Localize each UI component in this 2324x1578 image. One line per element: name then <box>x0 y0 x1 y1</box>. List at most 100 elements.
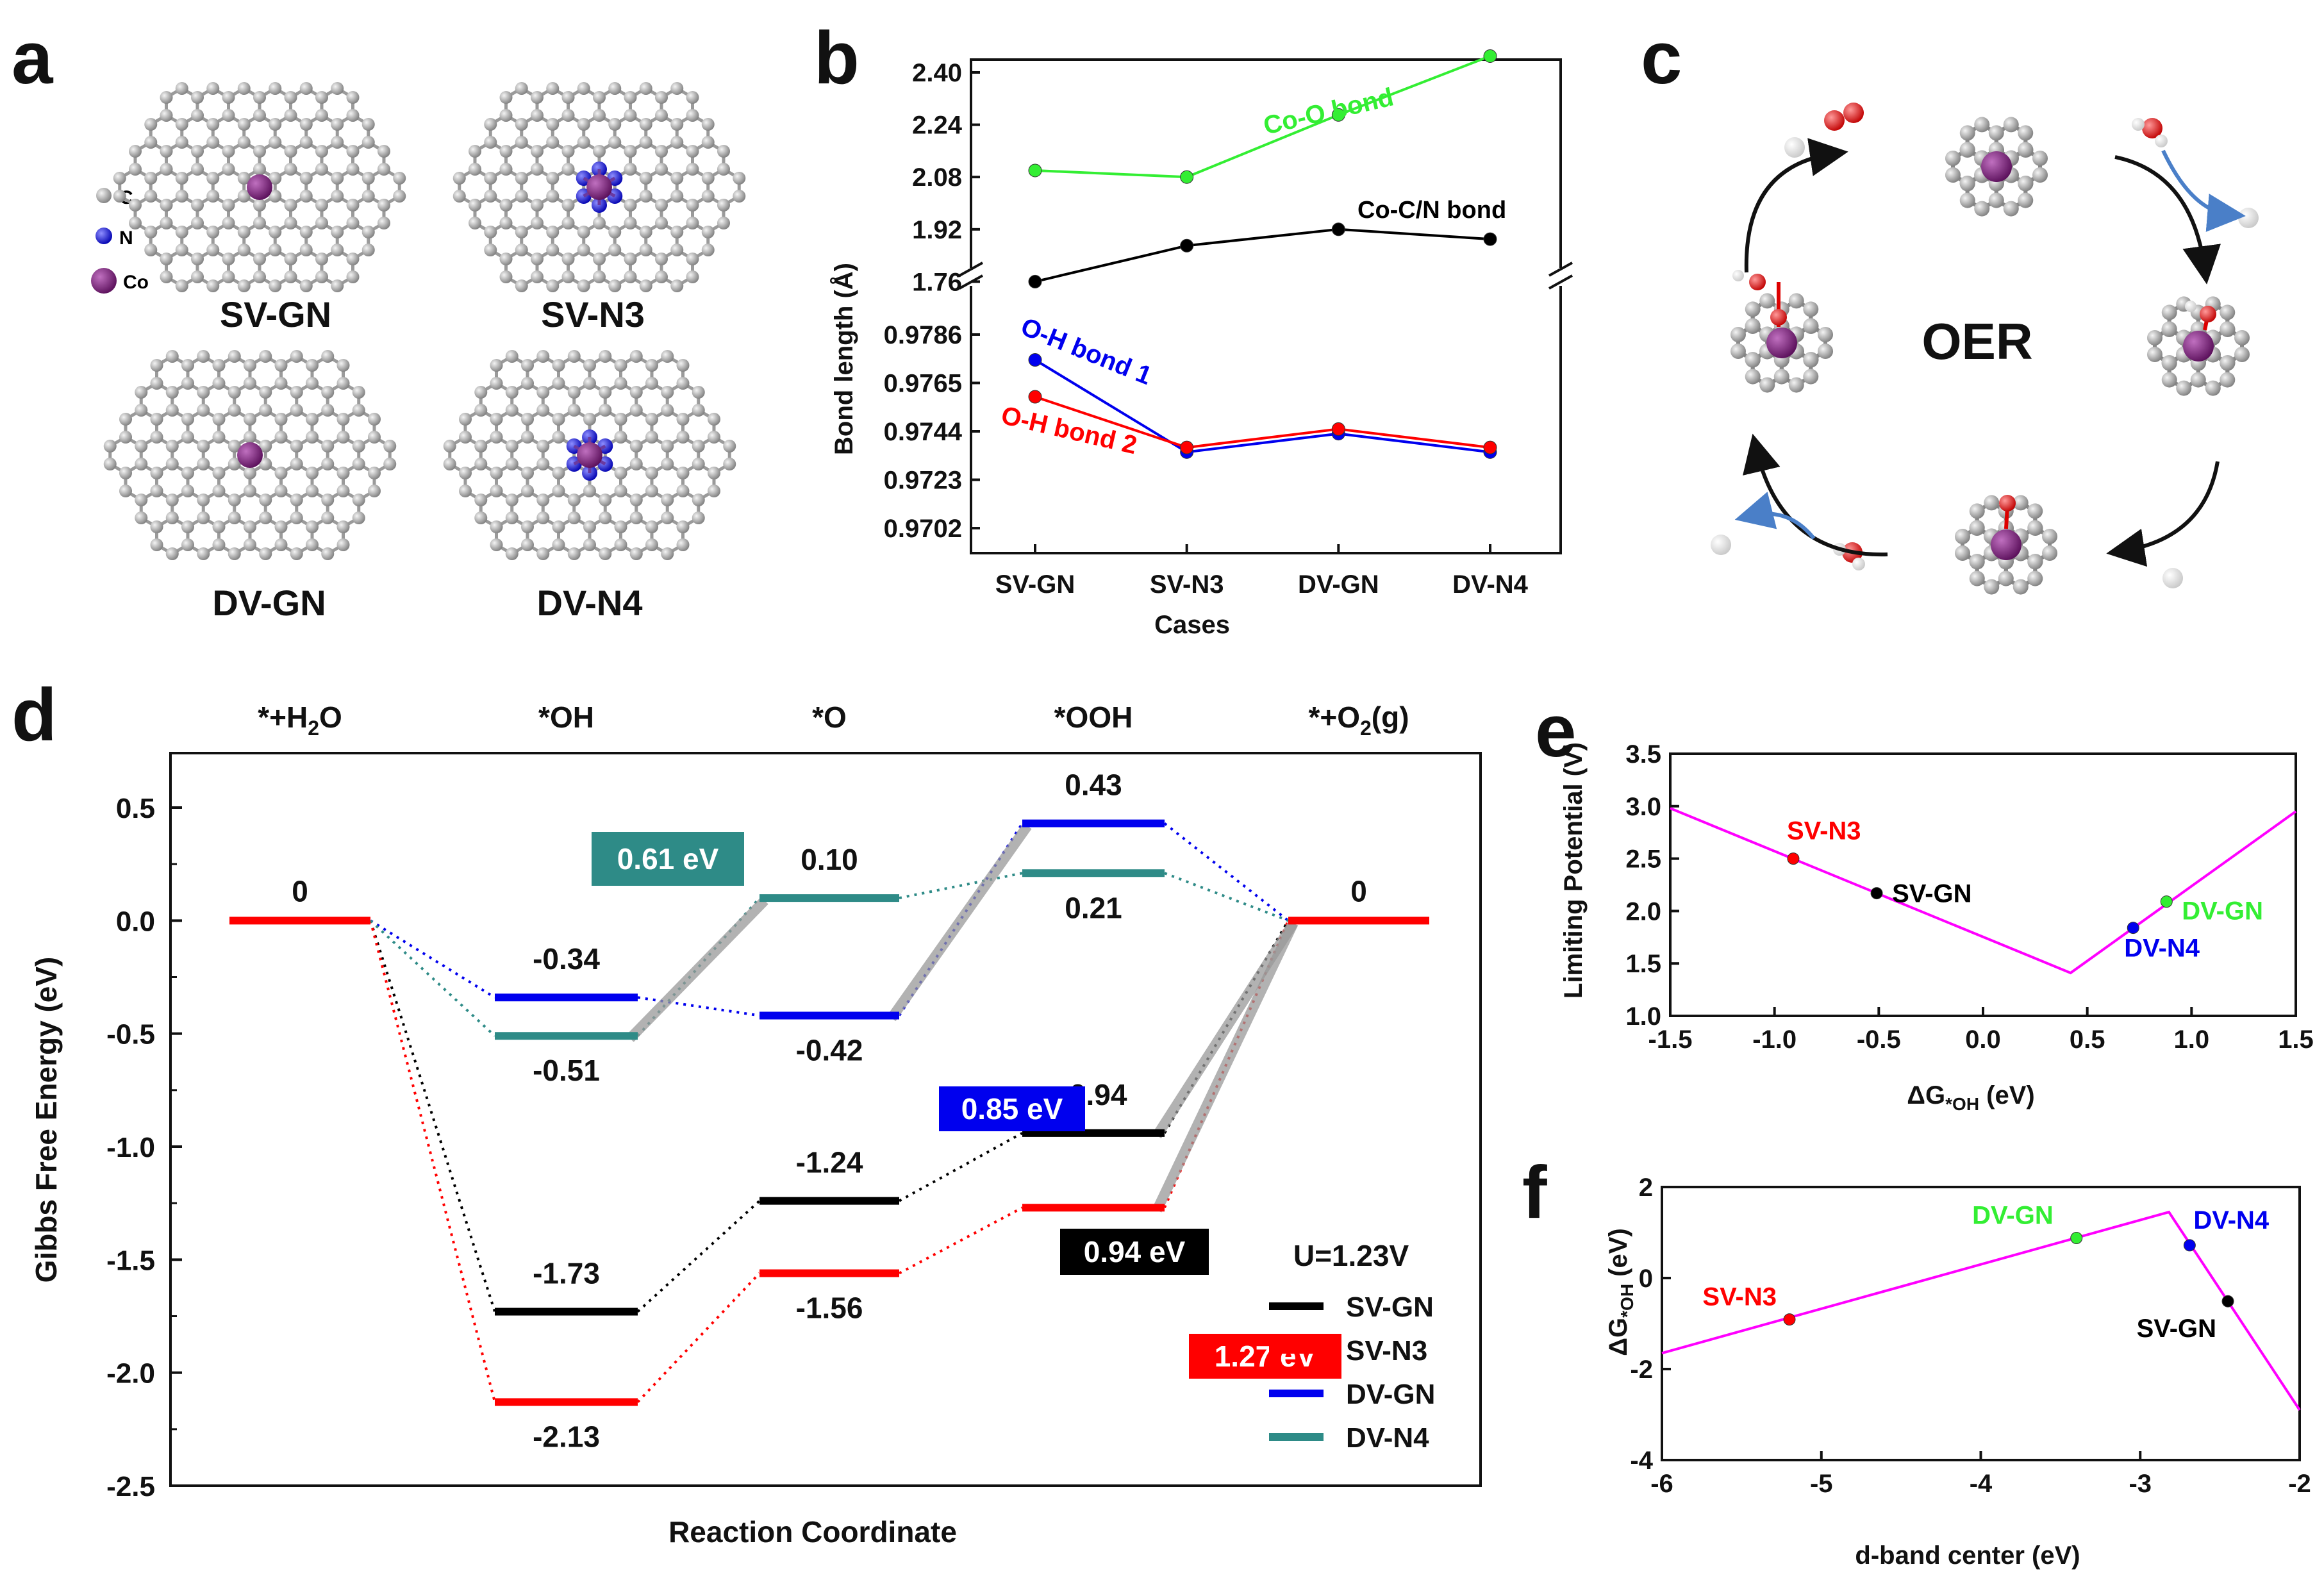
graphene-structure-sv-gn <box>113 82 406 292</box>
carbon-atom <box>577 136 590 149</box>
energy-value-label-sv-gn-2: -1.24 <box>796 1146 863 1179</box>
carbon-atom <box>629 458 643 470</box>
carbon-atom <box>144 118 158 131</box>
carbon-atom <box>206 244 220 256</box>
carbon-atom <box>2032 151 2048 166</box>
carbon-atom <box>165 386 179 399</box>
carbon-atom <box>676 359 690 372</box>
carbon-atom <box>474 386 488 399</box>
x-tick-label: -4 <box>1970 1470 1993 1498</box>
carbon-atom <box>546 172 560 185</box>
carbon-atom <box>624 145 637 158</box>
plot-frame <box>1669 752 2297 1017</box>
carbon-atom <box>129 145 142 158</box>
carbon-atom <box>654 109 668 122</box>
carbon-atom <box>536 386 550 399</box>
carbon-atom <box>150 520 163 533</box>
carbon-atom <box>119 431 133 444</box>
carbon-atom <box>629 404 643 417</box>
carbon-atom <box>228 386 241 399</box>
carbon-atom <box>686 109 699 122</box>
carbon-atom <box>244 413 256 426</box>
hydrogen-atom <box>1784 137 1805 158</box>
carbon-atom <box>2042 529 2058 544</box>
carbon-atom <box>614 485 627 497</box>
carbon-atom <box>521 485 535 497</box>
x-tick-label-dv-n4: DV-N4 <box>1452 570 1529 599</box>
carbon-atom <box>505 404 519 417</box>
y-tick-label: -1.5 <box>106 1245 155 1276</box>
carbon-atom <box>1969 554 1985 570</box>
carbon-atom <box>150 431 163 444</box>
carbon-atom <box>1959 176 1975 192</box>
carbon-atom <box>515 279 528 292</box>
carbon-atom <box>654 217 668 229</box>
carbon-atom <box>624 199 637 212</box>
carbon-atom <box>284 199 297 212</box>
carbon-atom <box>383 458 397 470</box>
carbon-atom <box>175 279 188 292</box>
carbon-atom <box>331 118 344 131</box>
carbon-atom <box>135 386 148 399</box>
carbon-atom <box>717 163 730 176</box>
carbon-atom <box>393 172 406 185</box>
carbon-atom <box>614 467 627 479</box>
x-tick-label: 1.5 <box>2278 1026 2314 1054</box>
carbon-atom <box>686 145 699 158</box>
carbon-atom <box>593 109 606 122</box>
carbon-atom <box>269 226 282 238</box>
cycle-arrow-icon <box>1743 433 1888 557</box>
carbon-atom <box>624 163 637 176</box>
x-tick-label: -6 <box>1650 1470 1673 1498</box>
carbon-atom <box>1998 570 2014 586</box>
carbon-atom <box>546 136 560 149</box>
carbon-atom <box>583 485 596 497</box>
carbon-atom <box>299 172 313 185</box>
cycle-arrow-icon <box>2114 155 2221 285</box>
panel-f-scatter: ΔG*OH (eV) d-band center (eV) -6 -5 -4 -3 -2… <box>1604 1174 2311 1570</box>
carbon-atom <box>561 217 575 229</box>
carbon-atom <box>2042 545 2058 561</box>
volcano-line <box>1661 1210 2301 1411</box>
carbon-atom <box>150 377 163 390</box>
carbon-atom <box>639 244 652 256</box>
hydrogen-atom <box>1852 558 1865 570</box>
series-dv-n4: -0.51 0.10 0.21 <box>495 843 1165 1087</box>
y-tick-label: 2.24 <box>912 112 963 140</box>
carbon-atom <box>361 190 375 203</box>
carbon-atom <box>515 82 528 95</box>
connector-dv-n4-3 <box>1164 872 1289 922</box>
data-point-dv-gn <box>2070 1232 2083 1245</box>
carbon-atom <box>624 270 637 283</box>
carbon-atom <box>212 538 226 551</box>
carbon-atom <box>599 404 612 417</box>
carbon-atom <box>733 172 746 185</box>
cobalt-atom <box>247 174 272 200</box>
carbon-atom <box>707 413 720 426</box>
carbon-atom <box>336 377 350 390</box>
carbon-atom <box>160 163 173 176</box>
carbon-atom <box>393 190 406 203</box>
y-tick-label: -2.0 <box>106 1358 155 1390</box>
carbon-atom <box>614 413 627 426</box>
connector-sv-gn-2 <box>899 1132 1023 1202</box>
carbon-atom <box>2220 355 2236 371</box>
carbon-atom <box>2161 372 2177 388</box>
graphene-structure-dv-n4 <box>443 350 736 560</box>
panel-label-e: e <box>1535 689 1577 772</box>
carbon-atom <box>701 136 715 149</box>
carbon-atom <box>505 350 519 363</box>
carbon-atom <box>2027 570 2043 586</box>
series-line-co-o-bond <box>1034 54 1491 179</box>
nitrogen-atom-icon <box>95 228 112 244</box>
carbon-atom <box>331 172 344 185</box>
barrier-box-3 <box>1189 1334 1341 1379</box>
step-header-tail: O <box>319 701 342 734</box>
panel-d-energy-diagram: Gibbs Free Energy (eV) Reaction Coordina… <box>29 701 1482 1549</box>
carbon-atom <box>321 404 335 417</box>
carbon-atom <box>692 386 705 399</box>
carbon-atom <box>228 494 241 506</box>
carbon-atom <box>361 118 375 131</box>
y-tick-label: -1.0 <box>106 1132 155 1163</box>
carbon-atom <box>129 217 142 229</box>
